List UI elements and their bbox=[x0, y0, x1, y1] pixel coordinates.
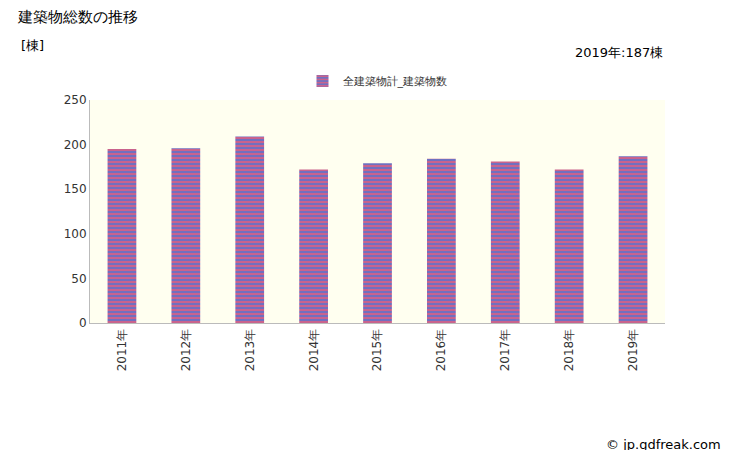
svg-text:2013年: 2013年 bbox=[243, 329, 257, 372]
svg-text:200: 200 bbox=[64, 138, 87, 152]
svg-text:2011年: 2011年 bbox=[115, 329, 129, 372]
svg-text:2018年: 2018年 bbox=[562, 329, 576, 372]
svg-text:全建築物計_建築物数: 全建築物計_建築物数 bbox=[343, 75, 448, 88]
svg-text:150: 150 bbox=[64, 182, 87, 196]
svg-text:2017年: 2017年 bbox=[498, 329, 512, 372]
svg-text:2012年: 2012年 bbox=[179, 329, 193, 372]
svg-text:2014年: 2014年 bbox=[307, 329, 321, 372]
svg-text:[棟]: [棟] bbox=[21, 38, 44, 53]
svg-text:2016年: 2016年 bbox=[434, 329, 448, 372]
svg-text:2019年: 2019年 bbox=[626, 329, 640, 372]
svg-text:建築物総数の推移: 建築物総数の推移 bbox=[17, 8, 138, 26]
svg-text:100: 100 bbox=[64, 227, 87, 241]
svg-text:0: 0 bbox=[79, 316, 87, 330]
svg-text:© jp.gdfreak.com: © jp.gdfreak.com bbox=[606, 437, 721, 450]
svg-text:250: 250 bbox=[64, 93, 87, 107]
svg-text:2015年: 2015年 bbox=[370, 329, 384, 372]
svg-text:2019年:187棟: 2019年:187棟 bbox=[575, 45, 663, 60]
svg-text:50: 50 bbox=[71, 272, 86, 286]
